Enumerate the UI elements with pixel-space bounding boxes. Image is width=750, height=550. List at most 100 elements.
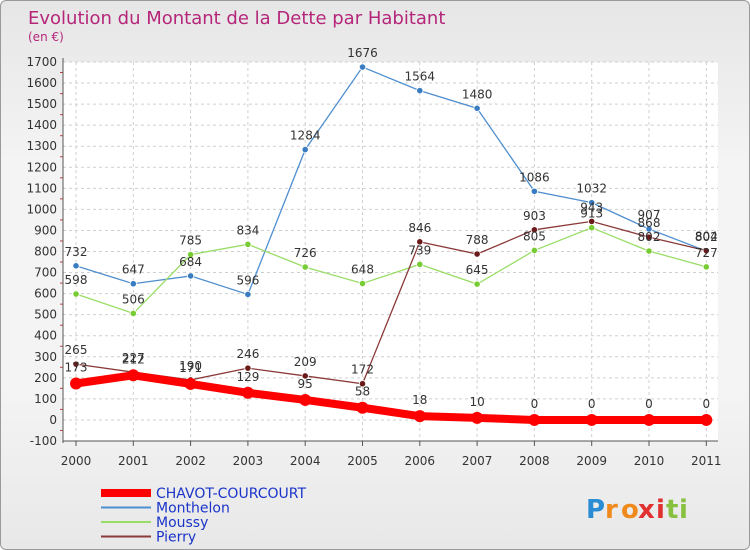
y-tick-label: 1000 xyxy=(26,202,57,216)
data-point xyxy=(473,104,481,112)
data-point xyxy=(530,226,539,234)
data-label: 788 xyxy=(466,233,489,247)
data-label: 246 xyxy=(236,347,259,361)
data-label: 732 xyxy=(65,245,88,259)
y-tick-label: 1600 xyxy=(26,76,57,90)
x-tick-label: 2003 xyxy=(233,454,264,468)
data-label: 785 xyxy=(179,234,202,248)
logo-letter: r xyxy=(605,495,618,525)
y-tick-label: 400 xyxy=(34,329,57,343)
data-point xyxy=(471,411,484,424)
data-point xyxy=(702,263,710,271)
data-label: 172 xyxy=(351,363,374,377)
data-point xyxy=(702,247,710,255)
x-tick-label: 2010 xyxy=(634,454,665,468)
data-label: 209 xyxy=(294,355,317,369)
y-tick-label: 100 xyxy=(34,392,57,406)
data-point xyxy=(244,290,252,299)
data-point xyxy=(184,377,197,390)
data-point xyxy=(473,250,481,258)
data-label: 903 xyxy=(523,209,546,223)
data-point xyxy=(473,280,481,288)
data-point xyxy=(129,309,137,318)
data-label: 726 xyxy=(294,246,317,260)
y-tick-label: 600 xyxy=(34,287,57,301)
logo-letter: t xyxy=(666,495,678,525)
y-tick-label: 1700 xyxy=(26,55,57,69)
data-point xyxy=(416,260,424,268)
data-label: 907 xyxy=(638,208,661,222)
x-tick-label: 2004 xyxy=(290,454,321,468)
data-label: 1564 xyxy=(405,70,436,84)
y-tick-label: 1300 xyxy=(26,139,57,153)
axes: -100010020030040050060070080090010001100… xyxy=(26,55,721,468)
data-point xyxy=(72,290,80,298)
data-label: 10 xyxy=(469,395,484,409)
data-point xyxy=(358,63,367,71)
data-point xyxy=(70,377,82,390)
y-tick-label: 800 xyxy=(34,245,57,259)
data-point xyxy=(187,272,195,280)
data-label: 190 xyxy=(179,359,202,373)
data-point xyxy=(643,413,655,426)
data-label: 648 xyxy=(351,263,374,277)
data-point xyxy=(244,240,252,248)
y-tick-label: 1400 xyxy=(26,118,57,132)
data-point xyxy=(588,224,596,232)
y-tick-label: 200 xyxy=(34,371,57,385)
data-label: 913 xyxy=(580,207,603,221)
y-tick-label: 900 xyxy=(34,223,57,237)
data-point xyxy=(588,217,596,225)
data-point xyxy=(700,413,713,426)
data-label: 598 xyxy=(65,273,88,287)
data-label: 58 xyxy=(355,385,370,399)
data-label: 265 xyxy=(65,343,88,357)
data-point xyxy=(530,187,539,195)
y-tick-label: -100 xyxy=(30,434,57,448)
data-label: 0 xyxy=(645,397,653,411)
legend-label: Monthelon xyxy=(156,501,230,517)
legend-label: Moussy xyxy=(156,515,208,531)
data-label: 173 xyxy=(65,361,88,375)
data-point xyxy=(645,247,653,255)
data-point xyxy=(241,386,254,399)
x-tick-label: 2001 xyxy=(118,454,149,468)
data-point xyxy=(129,280,137,288)
data-label: 227 xyxy=(122,351,145,365)
chart-subtitle: (en €) xyxy=(28,30,64,44)
data-label: 18 xyxy=(412,393,427,407)
data-point xyxy=(530,246,539,255)
series-line-monthelon xyxy=(75,66,707,296)
data-label: 802 xyxy=(638,230,661,244)
data-point xyxy=(127,369,140,382)
logo-letter: i xyxy=(656,495,665,525)
data-labels: 173 212 171 129 95 58 18 10 0 0 0 0 732 647 684 596 1284… xyxy=(65,46,718,411)
data-label: 1032 xyxy=(576,182,607,196)
data-point xyxy=(358,279,367,288)
data-point xyxy=(356,401,369,414)
x-tick-label: 2005 xyxy=(347,454,378,468)
data-label: 1676 xyxy=(347,46,378,60)
y-tick-label: 300 xyxy=(34,350,57,364)
data-label: 645 xyxy=(466,263,489,277)
x-tick-label: 2000 xyxy=(61,454,92,468)
data-point xyxy=(416,87,424,95)
y-tick-label: 0 xyxy=(49,413,57,427)
data-label: 802 xyxy=(695,230,718,244)
data-label: 1480 xyxy=(462,87,493,101)
logo-letter: P xyxy=(586,495,605,525)
data-point xyxy=(301,145,309,154)
data-label: 171 xyxy=(179,361,202,375)
data-point xyxy=(645,225,653,233)
data-label: 1284 xyxy=(290,129,321,143)
data-label: 805 xyxy=(523,229,546,243)
data-point xyxy=(299,393,312,406)
logo-letter: o xyxy=(621,495,639,525)
data-label: 846 xyxy=(408,221,431,235)
data-label: 739 xyxy=(408,243,431,257)
y-tick-label: 1100 xyxy=(26,181,57,195)
data-label: 804 xyxy=(695,230,718,244)
